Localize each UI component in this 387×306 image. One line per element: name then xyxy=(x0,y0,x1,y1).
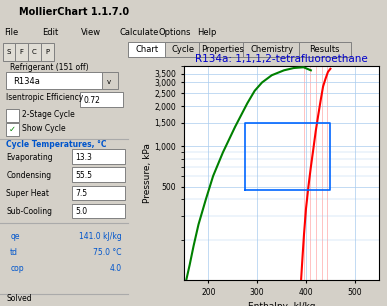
Text: 5.0: 5.0 xyxy=(75,207,87,216)
Text: Edit: Edit xyxy=(43,28,59,37)
Text: 141.0 kJ/kg: 141.0 kJ/kg xyxy=(79,232,122,241)
Y-axis label: Pressure, kPa: Pressure, kPa xyxy=(142,143,152,203)
Text: cop: cop xyxy=(10,264,24,273)
FancyBboxPatch shape xyxy=(80,92,123,107)
FancyBboxPatch shape xyxy=(72,167,125,182)
FancyBboxPatch shape xyxy=(243,42,300,58)
FancyBboxPatch shape xyxy=(72,204,125,218)
Text: 75.0 °C: 75.0 °C xyxy=(93,248,122,257)
FancyBboxPatch shape xyxy=(41,43,54,61)
FancyBboxPatch shape xyxy=(72,149,125,164)
Text: Condensing: Condensing xyxy=(6,171,51,180)
Text: 7.5: 7.5 xyxy=(75,189,87,198)
FancyBboxPatch shape xyxy=(6,123,19,136)
Text: File: File xyxy=(4,28,18,37)
Text: Chemistry: Chemistry xyxy=(250,45,293,54)
Text: 55.5: 55.5 xyxy=(75,171,92,180)
FancyBboxPatch shape xyxy=(6,72,103,89)
Text: View: View xyxy=(81,28,101,37)
Text: v: v xyxy=(107,79,111,85)
Text: Sub-Cooling: Sub-Cooling xyxy=(6,207,52,216)
FancyBboxPatch shape xyxy=(72,185,125,200)
Text: qe: qe xyxy=(10,232,20,241)
Text: P: P xyxy=(45,49,49,55)
Text: F: F xyxy=(20,49,24,55)
Text: td: td xyxy=(10,248,18,257)
Text: Cycle: Cycle xyxy=(172,45,195,54)
Text: Help: Help xyxy=(197,28,217,37)
Text: Options: Options xyxy=(159,28,191,37)
Text: MollierChart 1.1.7.0: MollierChart 1.1.7.0 xyxy=(19,7,130,17)
Text: C: C xyxy=(32,49,37,55)
Text: Cycle Temperatures, °C: Cycle Temperatures, °C xyxy=(6,140,107,149)
FancyBboxPatch shape xyxy=(3,43,15,61)
Text: Evaporating: Evaporating xyxy=(6,153,53,162)
FancyBboxPatch shape xyxy=(15,43,28,61)
Text: Solved: Solved xyxy=(6,294,32,303)
Text: S: S xyxy=(7,49,11,55)
Text: Isentropic Efficiency: Isentropic Efficiency xyxy=(6,93,84,103)
FancyBboxPatch shape xyxy=(299,42,351,58)
Text: Chart: Chart xyxy=(135,45,159,54)
Text: Super Heat: Super Heat xyxy=(6,189,50,198)
Text: Results: Results xyxy=(310,45,340,54)
FancyBboxPatch shape xyxy=(28,43,41,61)
FancyBboxPatch shape xyxy=(101,72,118,89)
Text: Calculate: Calculate xyxy=(120,28,159,37)
Title: R134a: 1,1,1,2-tetrafluoroethane: R134a: 1,1,1,2-tetrafluoroethane xyxy=(195,54,368,64)
Text: 0.72: 0.72 xyxy=(83,96,100,105)
Text: 4.0: 4.0 xyxy=(109,264,122,273)
FancyBboxPatch shape xyxy=(6,109,19,122)
Text: Show Cycle: Show Cycle xyxy=(22,124,65,133)
X-axis label: Enthalpy, kJ/kg: Enthalpy, kJ/kg xyxy=(248,302,315,306)
Text: R134a: R134a xyxy=(13,77,39,86)
Text: 13.3: 13.3 xyxy=(75,153,92,162)
FancyBboxPatch shape xyxy=(128,42,166,58)
FancyBboxPatch shape xyxy=(165,42,202,58)
Text: Properties: Properties xyxy=(201,45,244,54)
Text: 2-Stage Cycle: 2-Stage Cycle xyxy=(22,110,74,119)
Text: ✓: ✓ xyxy=(9,125,16,134)
Text: Refrigerant (151 off): Refrigerant (151 off) xyxy=(10,63,89,72)
FancyBboxPatch shape xyxy=(199,42,246,58)
